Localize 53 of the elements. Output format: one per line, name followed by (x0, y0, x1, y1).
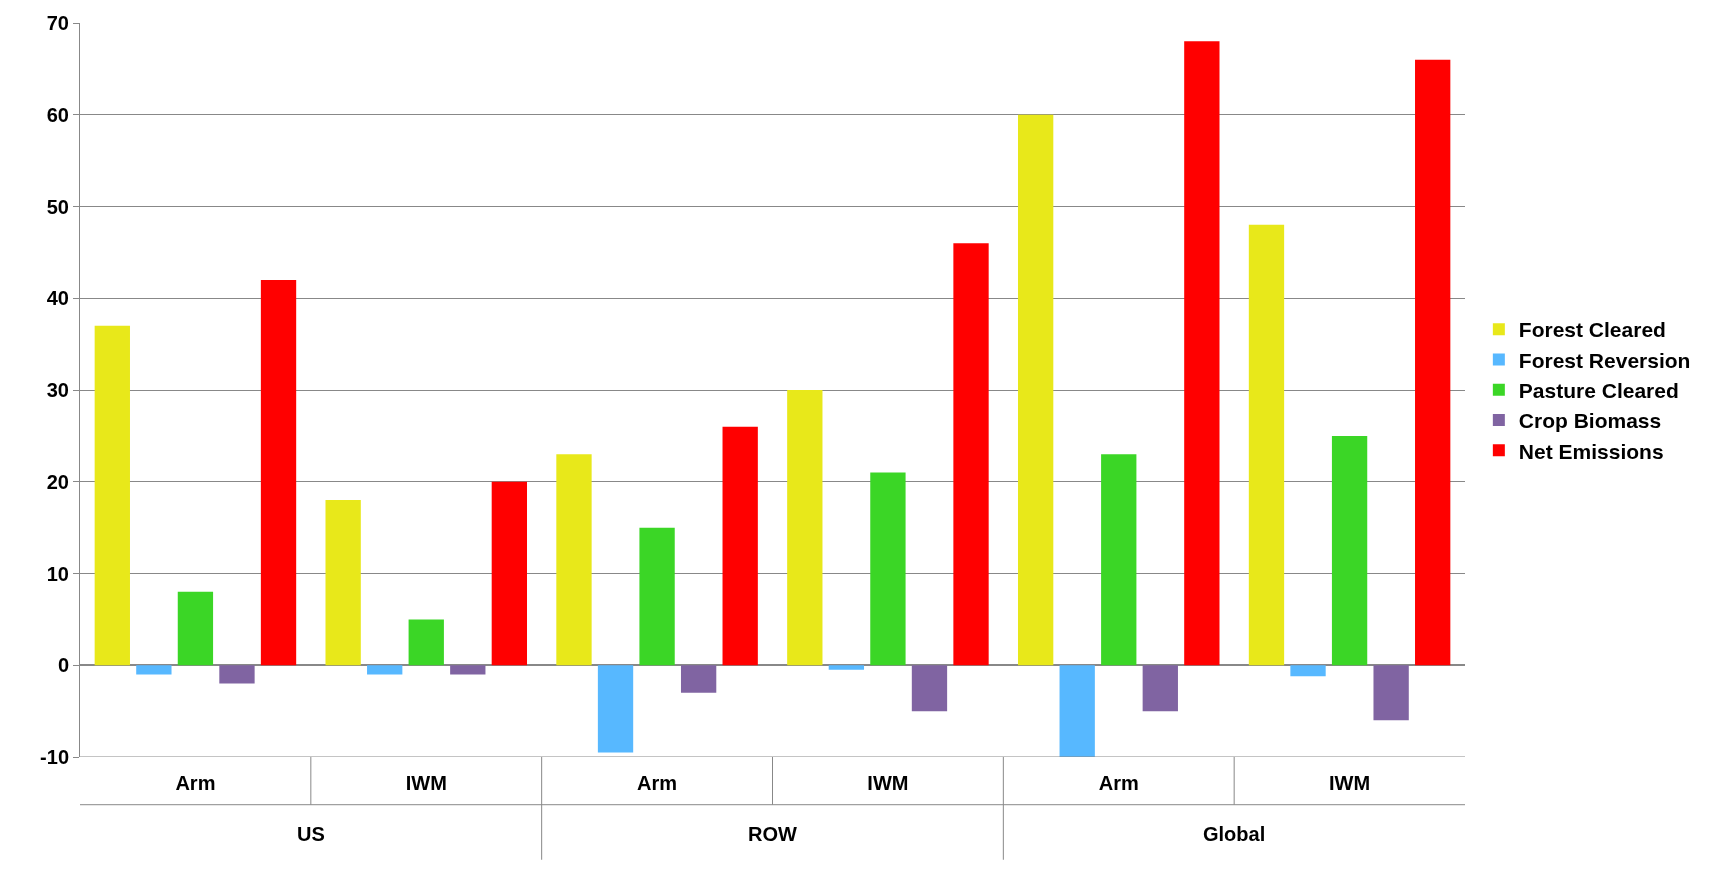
y-tick-label: 70 (46, 12, 69, 34)
text: Global (1203, 823, 1266, 845)
y-tick-label: 20 (46, 470, 69, 493)
y-tick-label: 0 (57, 654, 69, 677)
bar (177, 591, 214, 666)
bar (556, 454, 592, 666)
y-tick-label: 30 (46, 379, 69, 401)
bar (787, 390, 823, 666)
legend-label: Crop Biomass (1518, 409, 1662, 433)
x-tick-label: IWM (405, 772, 447, 794)
text: US (297, 823, 325, 845)
bar (1142, 665, 1178, 712)
legend-label: Forest Cleared (1518, 318, 1666, 342)
bar (828, 665, 865, 670)
y-tick-label: 60 (46, 103, 69, 126)
bar (491, 481, 528, 666)
bar (597, 665, 634, 753)
y-tick-label: 50 (46, 195, 69, 218)
bar (1373, 665, 1409, 721)
bar (325, 500, 361, 666)
y-tick-label: -10 (40, 746, 69, 768)
x-tick-label: IWM (1329, 772, 1371, 794)
bar (870, 472, 906, 666)
text: ROW (748, 823, 797, 845)
bar (953, 243, 989, 666)
bar (680, 665, 717, 693)
bar (367, 665, 403, 675)
bar (450, 665, 486, 675)
bar (1059, 665, 1095, 757)
bar (1101, 454, 1137, 666)
bar (1290, 665, 1326, 677)
bar (1331, 435, 1368, 666)
x-tick-label: Arm (1098, 772, 1139, 794)
bar (408, 619, 444, 666)
bar (136, 665, 172, 675)
x-tick-label: IWM (867, 772, 909, 794)
legend-label: Forest Reversion (1518, 348, 1691, 372)
x-tick-label: Arm (175, 772, 216, 794)
bar (1017, 114, 1054, 666)
bar (260, 279, 297, 666)
bar (219, 665, 255, 684)
bar (94, 325, 130, 666)
legend-label: Net Emissions (1518, 439, 1664, 463)
bar (911, 665, 948, 712)
y-tick-label: 10 (46, 562, 69, 585)
bar (1248, 224, 1285, 666)
x-tick-label: Arm (637, 772, 678, 794)
bar (1184, 41, 1220, 666)
bar (1415, 59, 1451, 666)
bar (722, 426, 758, 666)
bar (639, 527, 675, 666)
legend-label: Pasture Cleared (1518, 378, 1679, 402)
y-tick-label: 40 (46, 287, 69, 310)
